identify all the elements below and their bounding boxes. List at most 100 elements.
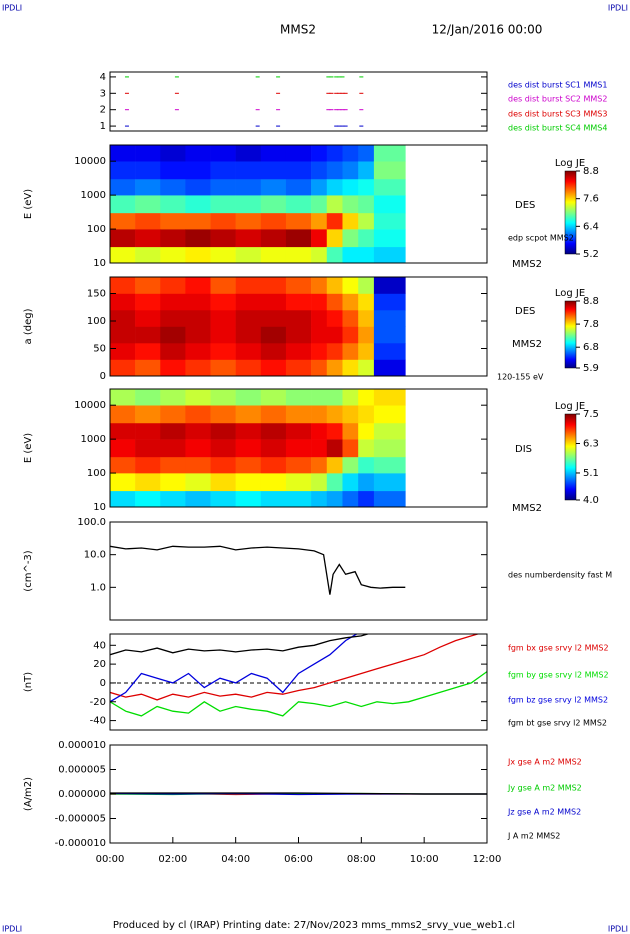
plot-area: [110, 277, 406, 376]
heat-cell: [185, 277, 211, 294]
heat-cell: [373, 405, 406, 424]
heat-cell: [285, 178, 312, 196]
y-tick-label: 100: [87, 468, 106, 479]
annotation: DES: [515, 200, 535, 211]
heat-cell: [373, 359, 406, 376]
series-line: [110, 634, 370, 656]
heat-cell: [358, 456, 375, 474]
annotation: edp scpot MMS2: [508, 234, 574, 243]
heat-cell: [342, 490, 359, 507]
colorbar-tick-label: 5.1: [583, 468, 599, 479]
heat-cell: [373, 195, 406, 214]
heat-cell: [110, 473, 136, 492]
y-tick-label: 20: [93, 659, 106, 670]
heat-cell: [285, 229, 312, 248]
heat-cell: [358, 473, 375, 492]
heat-cell: [160, 456, 186, 474]
heat-cell: [210, 293, 236, 311]
heat-cell: [260, 212, 287, 230]
heat-cell: [342, 161, 359, 180]
heat-cell: [235, 473, 262, 492]
heat-cell: [235, 359, 262, 376]
plot-area: [124, 76, 364, 127]
heat-cell: [342, 178, 359, 196]
heat-cell: [185, 212, 211, 230]
colorbar-tick-label: 7.6: [583, 194, 599, 205]
legend-entry: des numberdensity fast M: [508, 571, 612, 580]
y-tick-label: 50: [93, 344, 106, 355]
x-tick-label: 12:00: [473, 854, 502, 865]
heat-cell: [185, 405, 211, 424]
y-tick-label: 0.000000: [58, 789, 106, 800]
heat-cell: [342, 229, 359, 248]
heat-cell: [110, 246, 136, 263]
heat-cell: [110, 195, 136, 214]
x-tick-label: 10:00: [410, 854, 439, 865]
series-line: [110, 792, 487, 795]
heat-cell: [285, 277, 312, 294]
x-tick-label: 04:00: [221, 854, 250, 865]
heat-cell: [210, 310, 236, 327]
colorbar-tick-label: 6.3: [583, 438, 599, 449]
heat-cell: [285, 343, 312, 360]
y-tick-label: -40: [90, 716, 106, 727]
corner-label: IPDLI: [608, 4, 628, 13]
heat-cell: [210, 490, 236, 507]
heat-cell: [311, 161, 328, 180]
y-tick-label: 1.0: [90, 582, 106, 593]
date: 12/Jan/2016 00:00: [432, 23, 543, 37]
heat-cell: [373, 246, 406, 263]
heat-cell: [311, 359, 328, 376]
heat-cell: [358, 229, 375, 248]
heat-cell: [358, 422, 375, 440]
heat-cell: [326, 161, 343, 180]
heat-cell: [160, 277, 186, 294]
heat-cell: [311, 473, 328, 492]
heat-cell: [160, 212, 186, 230]
footer: Produced by cl (IRAP) Printing date: 27/…: [113, 920, 515, 931]
heat-cell: [235, 422, 262, 440]
heat-cell: [260, 229, 287, 248]
heat-cell: [135, 389, 161, 406]
heat-cell: [185, 389, 211, 406]
heat-cell: [260, 422, 287, 440]
heat-cell: [185, 310, 211, 327]
y-axis-label: (nT): [23, 672, 34, 692]
heat-cell: [342, 456, 359, 474]
heat-cell: [210, 359, 236, 376]
series-line: [110, 545, 406, 595]
heat-cell: [185, 343, 211, 360]
heat-cell: [110, 405, 136, 424]
heat-cell: [342, 195, 359, 214]
colorbar-tick-label: 7.8: [583, 319, 599, 330]
heat-cell: [373, 277, 406, 294]
heat-cell: [160, 343, 186, 360]
heat-cell: [110, 293, 136, 311]
heat-cell: [135, 439, 161, 458]
y-tick-label: 4: [100, 72, 106, 83]
heat-cell: [185, 195, 211, 214]
plot-area: [110, 634, 487, 717]
plot-area: [110, 545, 406, 595]
colorbar-title: Log JE: [555, 288, 585, 299]
colorbar-tick-label: 7.5: [583, 409, 599, 420]
heat-cell: [210, 439, 236, 458]
heat-cell: [135, 405, 161, 424]
heat-cell: [342, 405, 359, 424]
heat-cell: [285, 439, 312, 458]
heat-cell: [160, 490, 186, 507]
panel-frame: [109, 144, 488, 264]
heat-cell: [311, 343, 328, 360]
heat-cell: [311, 229, 328, 248]
series-line: [110, 671, 487, 717]
colorbar: [564, 170, 577, 255]
colorbar: [564, 413, 577, 501]
heat-cell: [326, 343, 343, 360]
heat-cell: [342, 310, 359, 327]
heat-cell: [110, 359, 136, 376]
heat-cell: [185, 422, 211, 440]
heat-cell: [210, 246, 236, 263]
heat-cell: [135, 359, 161, 376]
annotation: MMS2: [512, 339, 542, 350]
heat-cell: [235, 145, 262, 162]
